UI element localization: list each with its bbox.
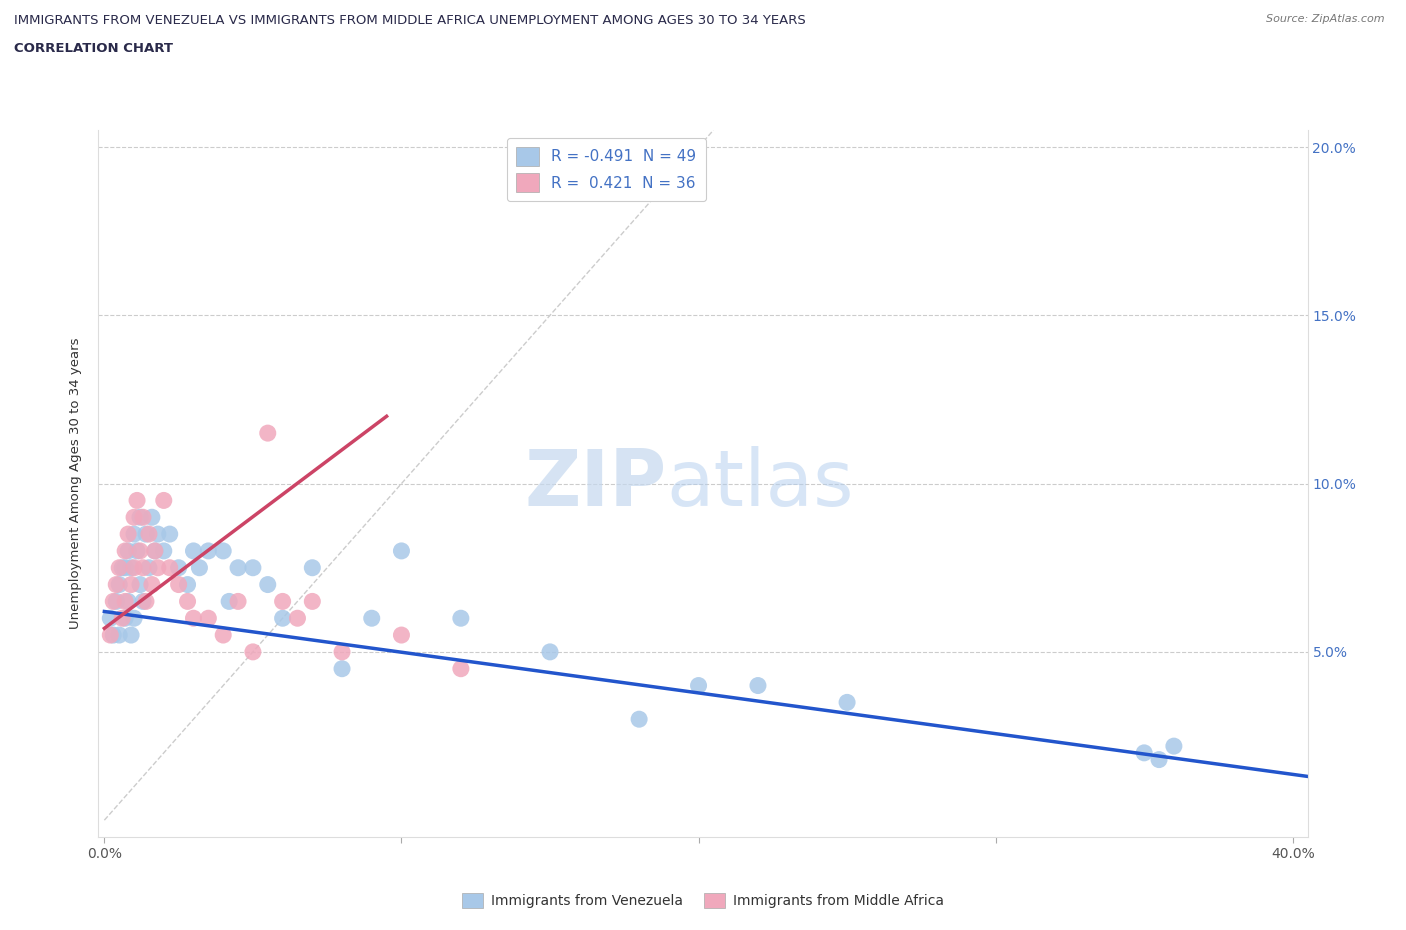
Point — [114, 560, 136, 575]
Point — [105, 594, 128, 609]
Point — [301, 560, 323, 575]
Point — [218, 594, 240, 609]
Point — [122, 526, 145, 541]
Legend: Immigrants from Venezuela, Immigrants from Middle Africa: Immigrants from Venezuela, Immigrants fr… — [457, 888, 949, 914]
Point — [143, 543, 166, 558]
Point — [628, 711, 651, 726]
Point — [271, 594, 294, 609]
Point — [183, 543, 205, 558]
Point — [212, 543, 235, 558]
Point — [183, 611, 205, 626]
Point — [111, 560, 134, 575]
Point — [256, 426, 278, 441]
Point — [98, 628, 121, 643]
Point — [129, 543, 152, 558]
Point — [301, 594, 323, 609]
Point — [835, 695, 858, 710]
Point — [135, 526, 157, 541]
Point — [122, 611, 145, 626]
Text: ZIP: ZIP — [524, 445, 666, 522]
Point — [176, 578, 198, 592]
Point — [103, 594, 125, 609]
Text: atlas: atlas — [666, 445, 855, 522]
Point — [117, 543, 139, 558]
Point — [105, 578, 128, 592]
Point — [129, 578, 152, 592]
Point — [226, 594, 249, 609]
Point — [1163, 738, 1185, 753]
Point — [98, 611, 121, 626]
Point — [197, 543, 219, 558]
Point — [152, 493, 174, 508]
Text: CORRELATION CHART: CORRELATION CHART — [14, 42, 173, 55]
Point — [120, 560, 142, 575]
Point — [135, 594, 157, 609]
Point — [108, 560, 131, 575]
Text: Source: ZipAtlas.com: Source: ZipAtlas.com — [1267, 14, 1385, 24]
Point — [188, 560, 211, 575]
Point — [132, 560, 155, 575]
Text: IMMIGRANTS FROM VENEZUELA VS IMMIGRANTS FROM MIDDLE AFRICA UNEMPLOYMENT AMONG AG: IMMIGRANTS FROM VENEZUELA VS IMMIGRANTS … — [14, 14, 806, 27]
Point — [688, 678, 710, 693]
Legend: R = -0.491  N = 49, R =  0.421  N = 36: R = -0.491 N = 49, R = 0.421 N = 36 — [508, 138, 706, 201]
Point — [159, 560, 181, 575]
Point — [132, 594, 155, 609]
Point — [138, 560, 160, 575]
Point — [129, 510, 152, 525]
Point — [391, 543, 413, 558]
Point — [114, 611, 136, 626]
Point — [117, 594, 139, 609]
Point — [132, 510, 155, 525]
Point — [167, 560, 190, 575]
Point — [330, 661, 353, 676]
Point — [122, 560, 145, 575]
Point — [114, 594, 136, 609]
Point — [538, 644, 561, 659]
Point — [212, 628, 235, 643]
Point — [242, 644, 264, 659]
Point — [108, 578, 131, 592]
Point — [242, 560, 264, 575]
Point — [152, 543, 174, 558]
Point — [1133, 746, 1156, 761]
Point — [360, 611, 382, 626]
Point — [146, 526, 169, 541]
Point — [103, 628, 125, 643]
Point — [159, 526, 181, 541]
Point — [143, 543, 166, 558]
Point — [287, 611, 309, 626]
Point — [120, 628, 142, 643]
Point — [111, 611, 134, 626]
Point — [450, 611, 472, 626]
Point — [125, 493, 148, 508]
Point — [450, 661, 472, 676]
Y-axis label: Unemployment Among Ages 30 to 34 years: Unemployment Among Ages 30 to 34 years — [69, 338, 83, 630]
Point — [122, 510, 145, 525]
Point — [197, 611, 219, 626]
Point — [391, 628, 413, 643]
Point — [330, 644, 353, 659]
Point — [120, 578, 142, 592]
Point — [138, 526, 160, 541]
Point — [226, 560, 249, 575]
Point — [146, 560, 169, 575]
Point — [125, 543, 148, 558]
Point — [141, 578, 163, 592]
Point — [747, 678, 769, 693]
Point — [117, 526, 139, 541]
Point — [167, 578, 190, 592]
Point — [176, 594, 198, 609]
Point — [114, 543, 136, 558]
Point — [108, 628, 131, 643]
Point — [1147, 752, 1170, 767]
Point — [271, 611, 294, 626]
Point — [141, 510, 163, 525]
Point — [256, 578, 278, 592]
